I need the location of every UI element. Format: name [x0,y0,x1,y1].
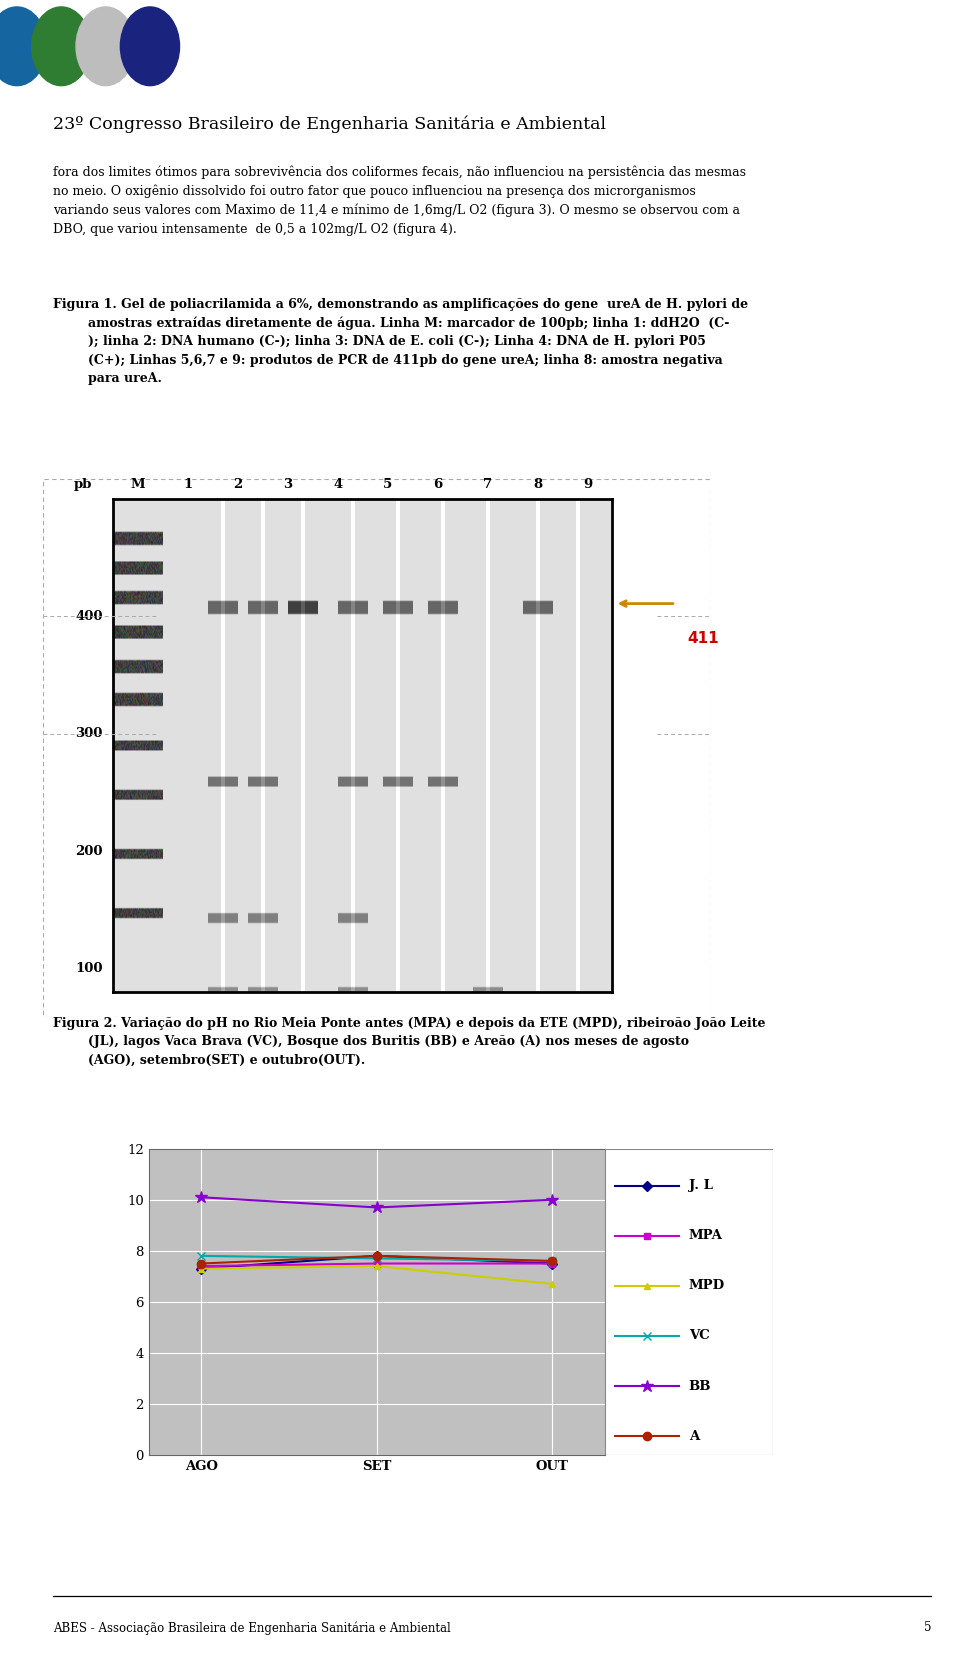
Text: 300: 300 [76,727,103,741]
Text: BB: BB [688,1380,711,1392]
Text: M: M [131,478,146,491]
Line: VC: VC [197,1251,557,1265]
Text: 100: 100 [75,962,103,975]
Text: VC: VC [688,1329,709,1342]
MPD [371,1256,382,1276]
Ellipse shape [32,7,91,86]
A [546,1251,558,1271]
A [196,1253,207,1273]
Ellipse shape [0,7,46,86]
Line: A: A [197,1251,557,1268]
BB [371,1197,382,1217]
Ellipse shape [76,7,135,86]
Text: 200: 200 [75,845,103,858]
Text: Figura 1. Gel de poliacrilamida a 6%, demonstrando as amplificações do gene  ure: Figura 1. Gel de poliacrilamida a 6%, de… [53,298,748,385]
Line: J. L: J. L [198,1253,556,1273]
Text: Figura 2. Variação do pH no Rio Meia Ponte antes (MPA) e depois da ETE (MPD), ri: Figura 2. Variação do pH no Rio Meia Pon… [53,1017,765,1066]
J. L [546,1253,558,1273]
Text: 2: 2 [233,478,243,491]
BB [196,1187,207,1207]
Text: MPA: MPA [688,1230,723,1241]
Text: 6: 6 [433,478,443,491]
Line: MPD: MPD [198,1263,556,1288]
VC [371,1248,382,1268]
Text: MPD: MPD [688,1279,725,1293]
Text: 4: 4 [333,478,343,491]
Text: 3: 3 [283,478,293,491]
MPA [196,1256,207,1276]
MPD [546,1274,558,1294]
Text: ABES - Associação Brasileira de Engenharia Sanitária e Ambiental: ABES - Associação Brasileira de Engenhar… [53,1622,450,1635]
VC [546,1251,558,1271]
Text: 411: 411 [687,630,719,646]
Text: 1: 1 [183,478,193,491]
Text: 5: 5 [383,478,393,491]
Text: J. L: J. L [688,1179,712,1192]
Text: pb: pb [74,478,92,491]
J. L [196,1258,207,1278]
J. L [371,1246,382,1266]
BB [546,1190,558,1210]
Text: A: A [688,1430,699,1443]
Text: fora dos limites ótimos para sobrevivência dos coliformes fecais, não influencio: fora dos limites ótimos para sobrevivênc… [53,165,746,236]
Ellipse shape [120,7,180,86]
Text: 9: 9 [583,478,592,491]
Text: 5: 5 [924,1622,931,1635]
Line: BB: BB [195,1192,559,1213]
VC [196,1246,207,1266]
MPD [196,1258,207,1278]
Line: MPA: MPA [198,1260,556,1270]
Text: 7: 7 [483,478,492,491]
A [371,1246,382,1266]
Text: 400: 400 [75,610,103,623]
Text: 23º Congresso Brasileiro de Engenharia Sanitária e Ambiental: 23º Congresso Brasileiro de Engenharia S… [53,116,606,132]
MPA [371,1253,382,1273]
MPA [546,1253,558,1273]
Text: 8: 8 [533,478,542,491]
